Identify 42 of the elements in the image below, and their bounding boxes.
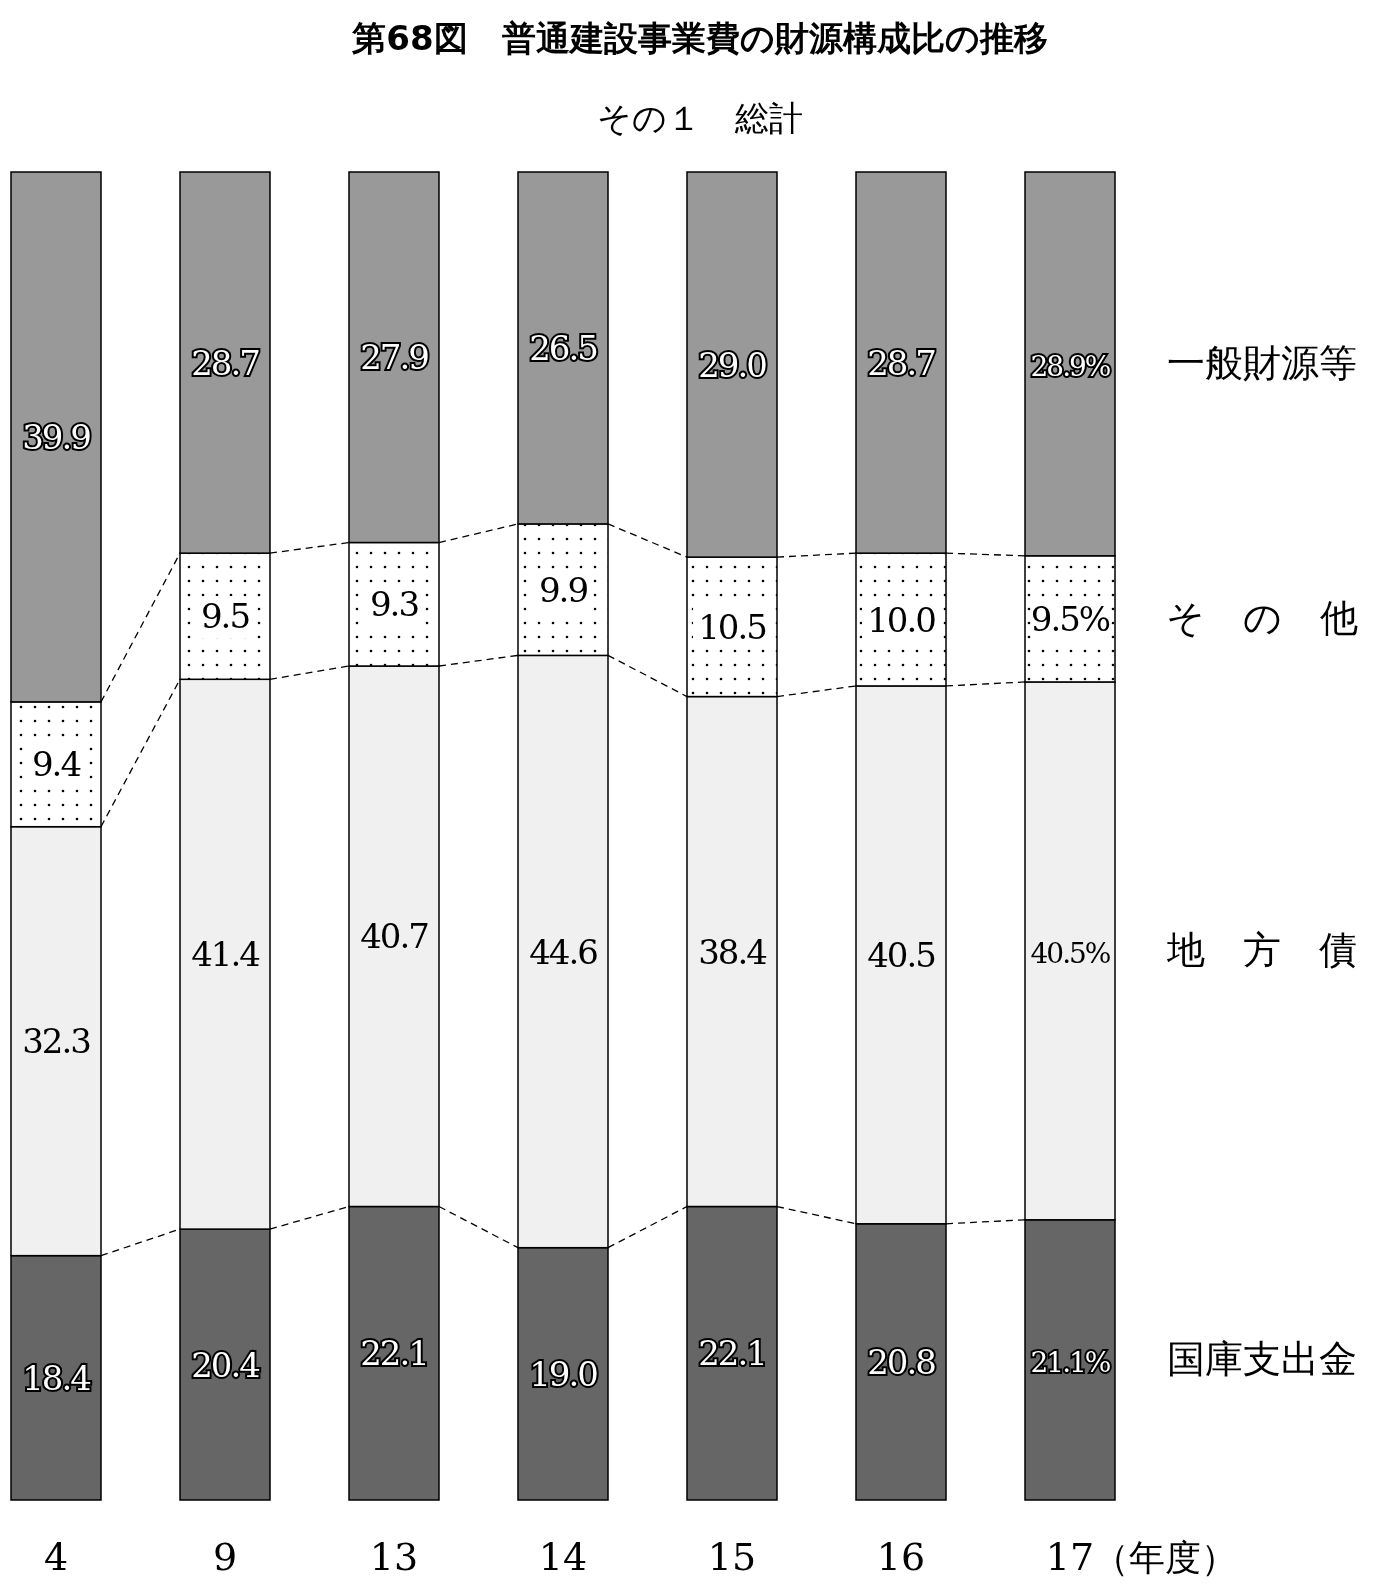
data-label: 44.6 xyxy=(529,931,598,972)
data-label: 18.4 xyxy=(22,1357,91,1398)
data-label: 22.1 xyxy=(698,1333,766,1374)
data-label: 41.4 xyxy=(191,934,260,975)
x-tick-label: 15 xyxy=(707,1535,757,1579)
data-label: 20.4 xyxy=(191,1344,260,1385)
data-label: 19.0 xyxy=(529,1353,598,1394)
data-label: 10.0 xyxy=(867,599,936,640)
series-label: 一般財源等 xyxy=(1167,340,1357,385)
data-label: 28.9% xyxy=(1030,349,1111,383)
legend-label: そ の 他 xyxy=(1166,595,1358,640)
data-label: 9.9 xyxy=(538,569,588,610)
chart-title: 第68図 普通建設事業費の財源構成比の推移 xyxy=(351,18,1048,58)
data-label: 9.5% xyxy=(1030,598,1110,639)
data-label: 22.1 xyxy=(360,1333,428,1374)
data-label: 28.7 xyxy=(867,342,936,383)
chart-subtitle: その１ 総計 xyxy=(597,98,803,138)
data-label: 40.5% xyxy=(1030,936,1111,970)
x-tick-label: 9 xyxy=(212,1535,238,1579)
data-label: 40.7 xyxy=(360,916,429,957)
x-tick-label: 16 xyxy=(876,1535,926,1579)
data-label: 26.5 xyxy=(529,327,598,368)
data-label: 39.9 xyxy=(22,416,91,457)
data-label: 29.0 xyxy=(698,344,767,385)
data-label: 20.8 xyxy=(867,1341,936,1382)
data-label: 40.5 xyxy=(867,934,936,975)
data-label: 32.3 xyxy=(22,1021,91,1062)
series-label: 国庫支出金 xyxy=(1167,1336,1357,1381)
x-tick-label: 17 xyxy=(1045,1535,1095,1579)
data-label: 21.1% xyxy=(1030,1345,1111,1379)
data-label: 9.3 xyxy=(369,584,419,625)
data-label: 9.5 xyxy=(200,596,250,637)
x-tick-label: 14 xyxy=(538,1535,588,1579)
data-label: 28.7 xyxy=(191,342,260,383)
data-label: 10.5 xyxy=(698,606,767,647)
data-label: 38.4 xyxy=(698,931,767,972)
x-axis-title: （年度） xyxy=(1093,1537,1237,1578)
x-tick-label: 4 xyxy=(43,1535,69,1579)
x-tick-label: 13 xyxy=(369,1535,419,1579)
data-label: 27.9 xyxy=(360,337,429,378)
data-label: 9.4 xyxy=(31,744,81,785)
series-label: 地 方 債 xyxy=(1166,927,1357,972)
